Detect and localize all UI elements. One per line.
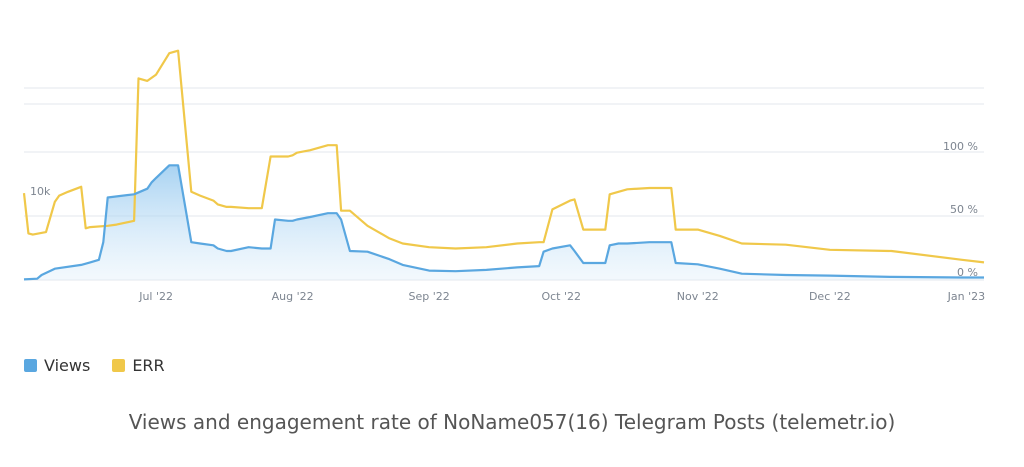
x-tick-label-0: Jul '22 xyxy=(138,290,173,303)
x-tick-label-1: Aug '22 xyxy=(272,290,314,303)
x-tick-label-5: Dec '22 xyxy=(809,290,851,303)
x-tick-label-3: Oct '22 xyxy=(541,290,581,303)
chart-legend: Views ERR xyxy=(24,356,165,375)
chart-canvas: Jul '22 Aug '22 Sep '22 Oct '22 Nov '22 Dec '… xyxy=(22,49,985,303)
x-tick-label-2: Sep '22 xyxy=(409,290,450,303)
figure-caption: Views and engagement rate of NoName057(1… xyxy=(128,410,896,434)
y-right-tick-label-2: 100 % xyxy=(943,140,978,153)
views-line xyxy=(23,164,984,281)
y-left-tick-label: 10k xyxy=(30,185,51,198)
legend-swatch-views xyxy=(24,359,37,372)
views-area xyxy=(24,165,984,280)
x-tick-label-4: Nov '22 xyxy=(677,290,719,303)
series-layer xyxy=(22,49,985,281)
legend-item-views[interactable]: Views xyxy=(24,356,90,375)
y-right-tick-label-0: 0 % xyxy=(957,266,978,279)
legend-swatch-err xyxy=(112,359,126,372)
axis-ticks: Jul '22 Aug '22 Sep '22 Oct '22 Nov '22 Dec '… xyxy=(30,140,985,303)
legend-label-views: Views xyxy=(44,356,91,375)
legend-label-err: ERR xyxy=(132,356,165,375)
legend-item-err[interactable]: ERR xyxy=(112,356,165,375)
err-line xyxy=(22,49,985,264)
x-tick-label-6: Jan '23 xyxy=(947,290,985,303)
y-right-tick-label-1: 50 % xyxy=(950,203,978,216)
